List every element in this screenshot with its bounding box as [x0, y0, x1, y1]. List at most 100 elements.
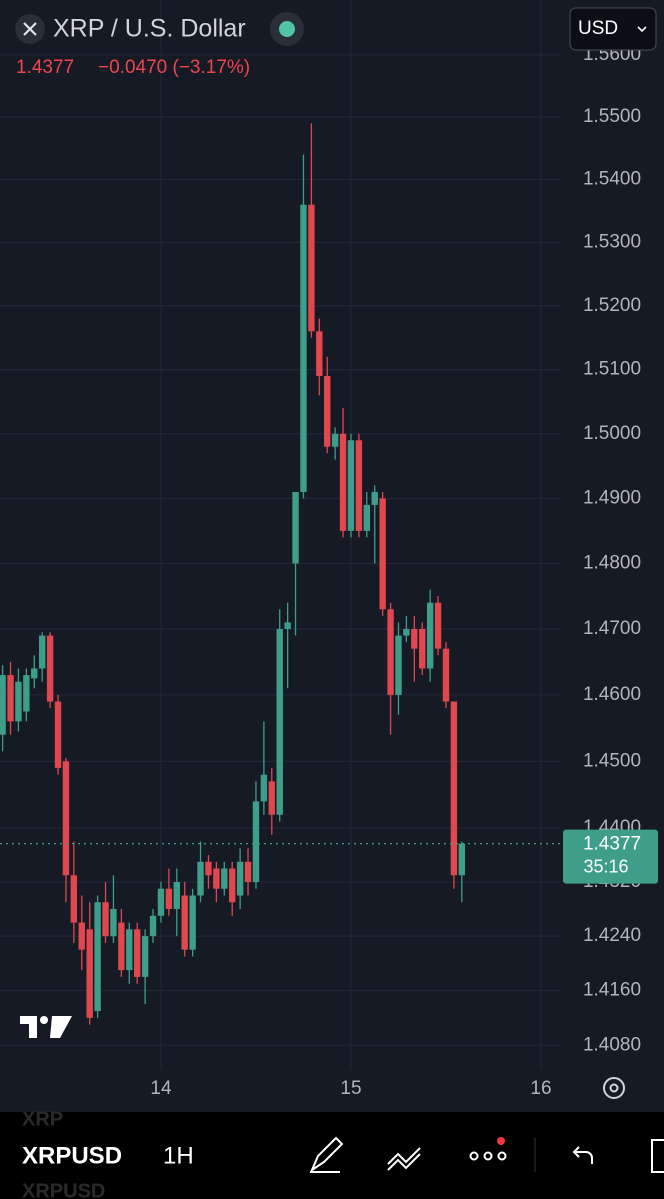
toolbar	[0, 1112, 664, 1199]
countdown: 35:16	[583, 856, 628, 876]
candle-body	[213, 868, 220, 889]
logo	[20, 1016, 72, 1038]
candle-body	[0, 675, 6, 735]
candle-body	[316, 331, 323, 377]
candle-body	[102, 902, 109, 937]
candle-body	[324, 376, 331, 447]
more-button[interactable]	[469, 1137, 507, 1161]
candle-body	[395, 635, 402, 695]
candle-body	[426, 602, 434, 669]
y-tick-label: 1.4160	[583, 980, 641, 1001]
y-tick-label: 1.4700	[583, 618, 641, 639]
candle-body	[363, 504, 371, 531]
y-tick-label: 1.4800	[583, 552, 641, 573]
candle-body	[434, 602, 442, 649]
draw-tool[interactable]	[309, 1136, 344, 1173]
symbol-title: XRP / U.S. Dollar	[53, 15, 246, 43]
next-symbol: XRPUSD	[22, 1180, 105, 1199]
y-tick-label: 1.5300	[583, 232, 641, 253]
candle-body	[411, 628, 418, 649]
candle-body	[252, 801, 260, 882]
candle-body	[173, 881, 180, 910]
candle-body	[165, 888, 173, 910]
candle-body	[419, 628, 426, 669]
change: −0.0470 (−3.17%)	[98, 57, 250, 78]
candle-body	[300, 204, 307, 492]
undo-button[interactable]	[572, 1146, 593, 1164]
candle-body	[284, 622, 291, 629]
candle-body	[141, 936, 149, 977]
y-tick-label: 1.5200	[583, 295, 641, 316]
candle-body	[458, 843, 466, 876]
candle-body	[54, 701, 62, 768]
candle-body	[126, 929, 133, 971]
candle-body	[205, 861, 212, 876]
y-tick-label: 1.4600	[583, 684, 641, 705]
close-icon	[23, 22, 37, 36]
candle-body	[70, 875, 78, 923]
candle-body	[442, 648, 450, 702]
candle-body	[15, 681, 22, 722]
candle-body	[46, 635, 54, 702]
y-tick-label: 1.5400	[583, 169, 641, 190]
last-price-label: 1.4377	[583, 834, 641, 855]
x-tick-label: 16	[530, 1078, 551, 1099]
y-tick-label: 1.5500	[583, 106, 641, 127]
candle-body	[229, 868, 236, 903]
candle-body	[197, 861, 204, 896]
plot: 1.40801.41601.42401.43201.44001.45001.46…	[0, 0, 658, 1099]
candle-body	[110, 909, 117, 937]
y-tick-label: 1.4240	[583, 925, 641, 946]
last-price-box	[563, 829, 658, 884]
candle-body	[78, 922, 85, 950]
candle-body	[181, 895, 188, 950]
candle-body	[355, 440, 363, 531]
candle-body	[86, 929, 93, 1018]
candle-body	[189, 895, 196, 950]
candle-body	[149, 915, 157, 937]
candle-body	[221, 868, 228, 889]
candle-body	[379, 498, 386, 610]
candle-body	[62, 761, 70, 876]
candle-body	[268, 781, 275, 815]
fullscreen-button[interactable]	[651, 1139, 664, 1173]
y-tick-label: 1.4500	[583, 750, 641, 771]
price: 1.4377	[16, 57, 74, 78]
settings-button[interactable]	[603, 1077, 625, 1099]
y-tick-label: 1.4080	[583, 1034, 641, 1055]
candle-body	[339, 433, 347, 531]
candle-body	[23, 675, 30, 712]
candle-body	[371, 491, 378, 505]
status-dot	[279, 21, 295, 37]
x-tick-label: 15	[340, 1078, 361, 1099]
candle-body	[118, 922, 125, 971]
indicator-tool[interactable]	[387, 1147, 421, 1171]
candle-body	[94, 902, 101, 1012]
interval[interactable]: 1H	[163, 1142, 194, 1169]
candle-body	[236, 861, 244, 896]
symbol[interactable]: XRPUSD	[22, 1142, 122, 1169]
y-tick-label: 1.5100	[583, 359, 641, 380]
candle-body	[244, 861, 252, 882]
candle-body	[403, 628, 410, 636]
candle-body	[387, 609, 394, 695]
y-tick-label: 1.4900	[583, 487, 641, 508]
x-tick-label: 14	[150, 1078, 172, 1099]
prev-symbol: XRP	[22, 1108, 63, 1130]
y-tick-label: 1.5000	[583, 423, 641, 444]
candle-body	[260, 774, 268, 802]
candle-body	[157, 888, 165, 916]
candle-body	[331, 433, 339, 447]
candle-body	[347, 440, 355, 531]
candle-body	[276, 628, 283, 815]
candle-body	[7, 675, 14, 722]
currency-button[interactable]	[569, 7, 657, 51]
settings-icon	[609, 1083, 619, 1093]
dropdown-arrow	[637, 26, 647, 33]
candle-body	[308, 204, 315, 332]
currency: USD	[578, 18, 618, 39]
candle-body	[292, 491, 299, 564]
